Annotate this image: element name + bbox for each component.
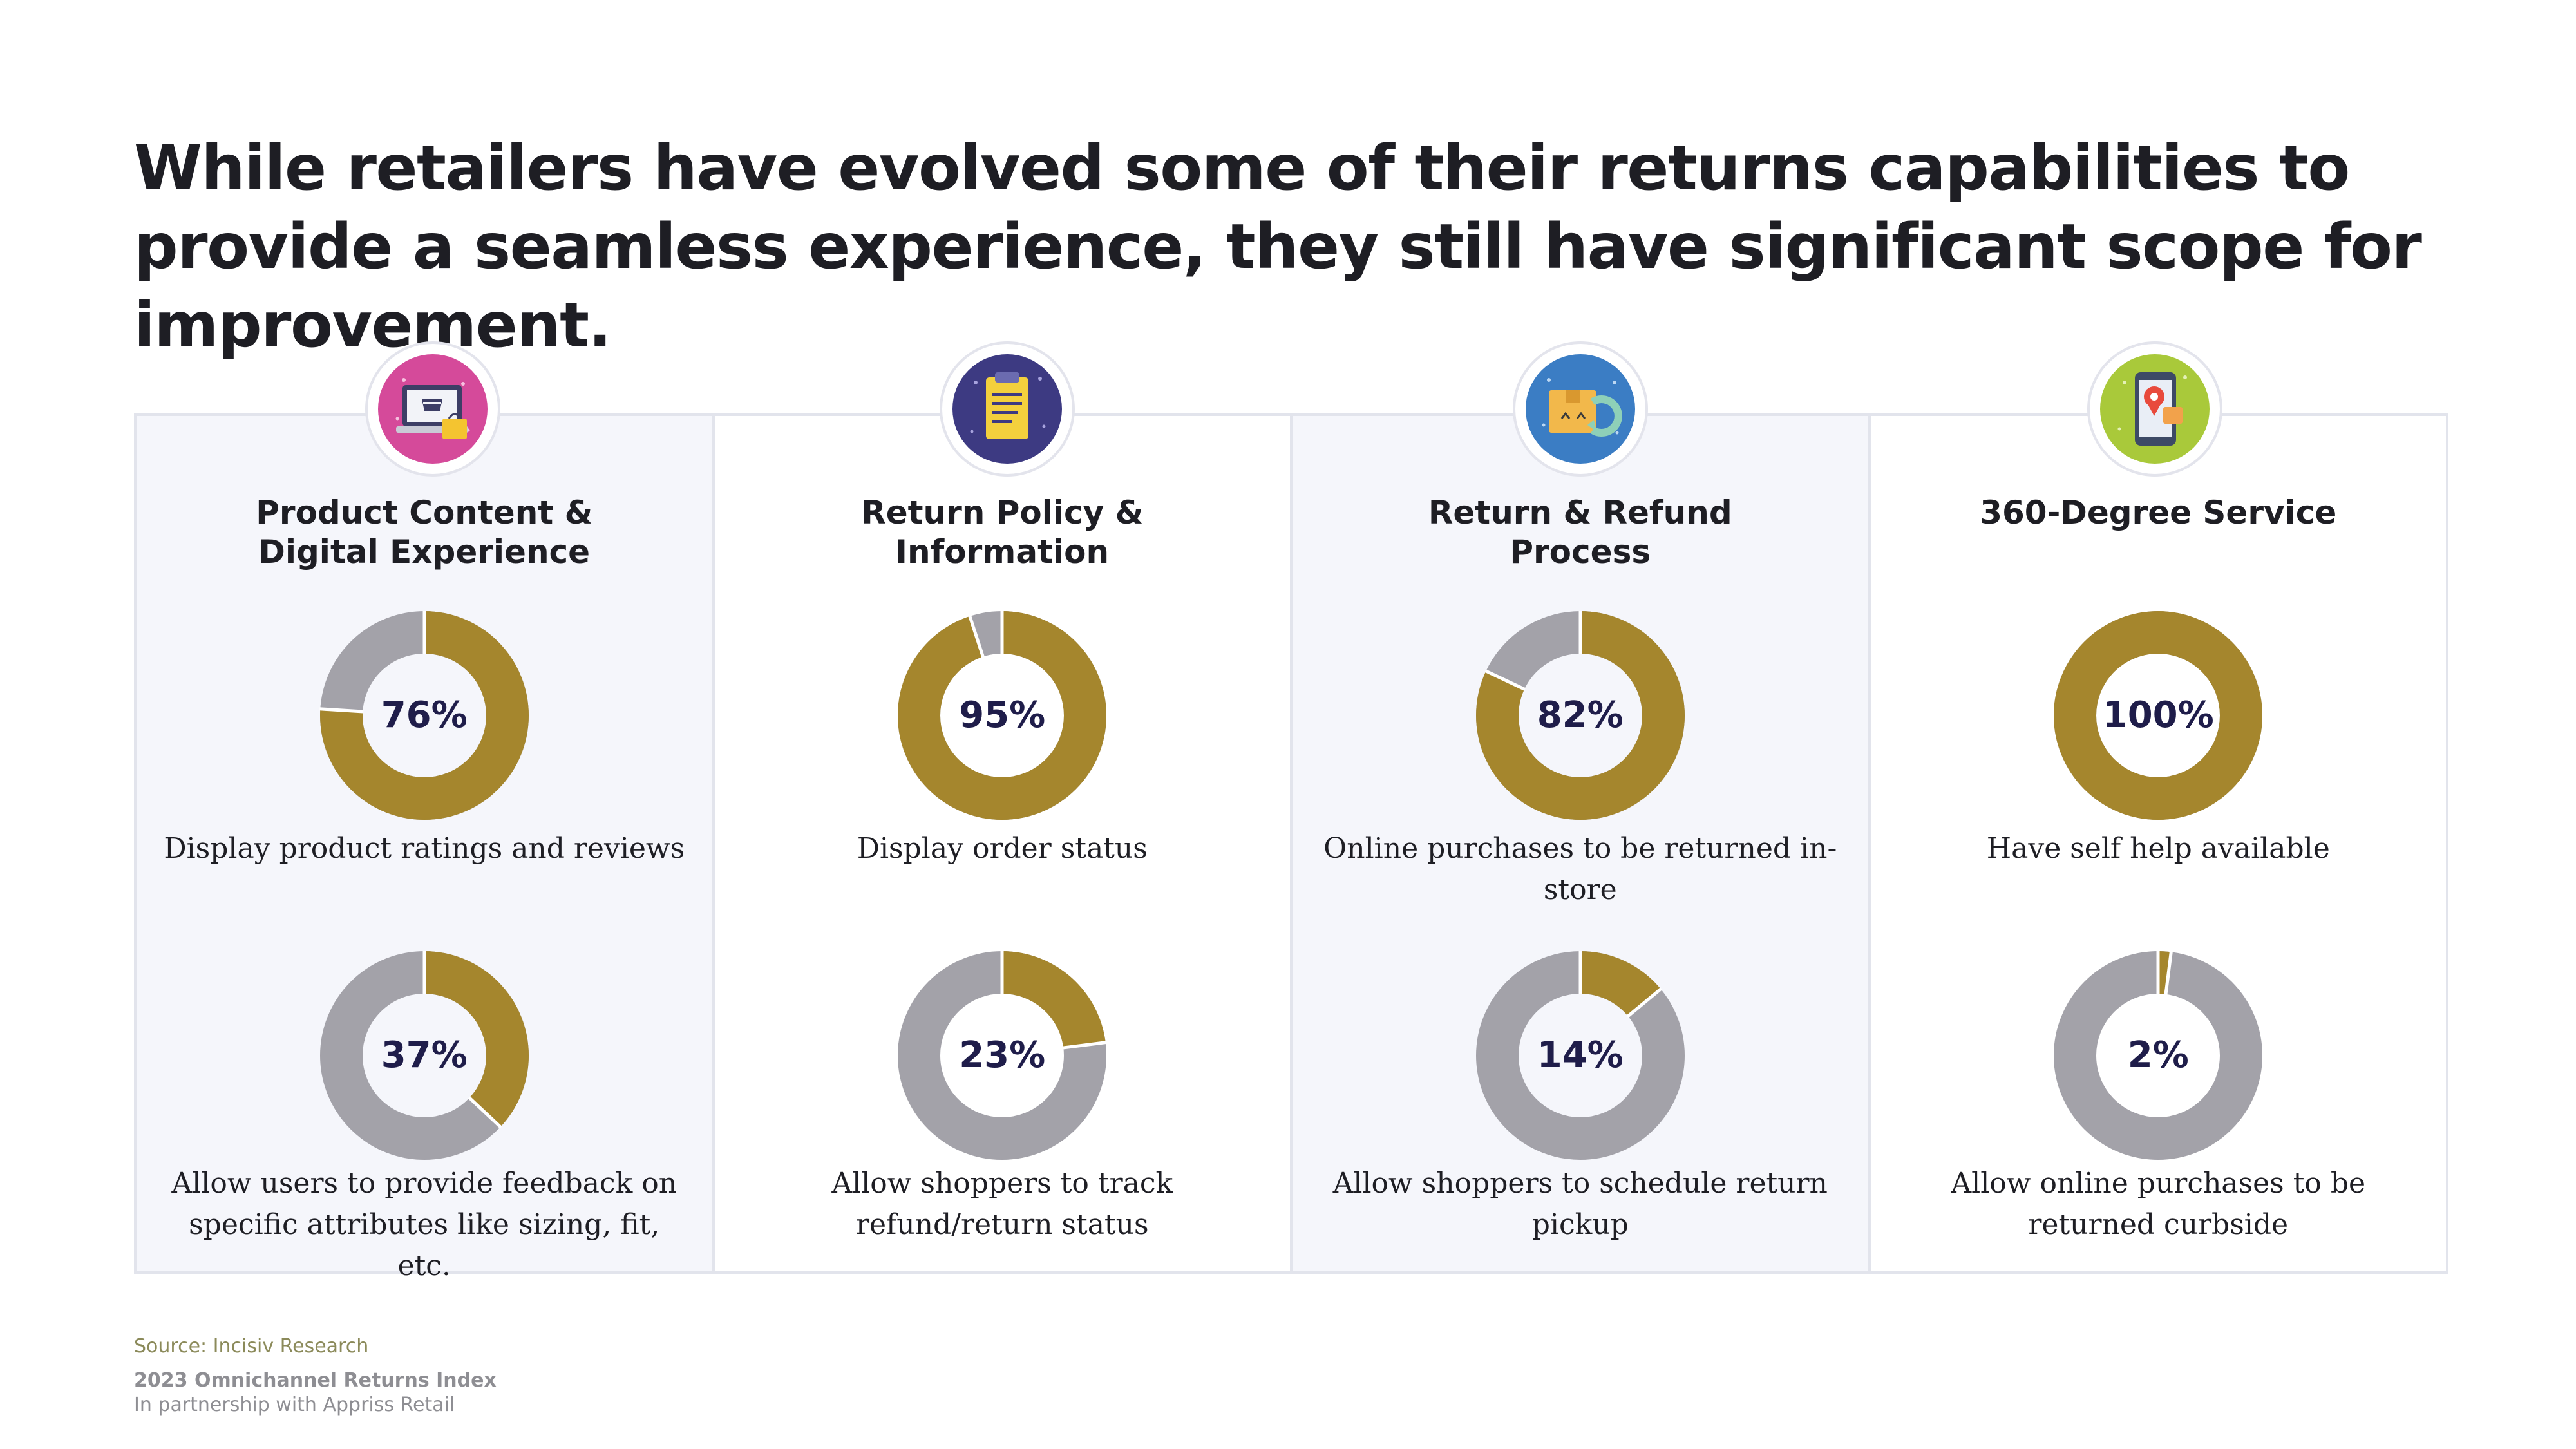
donut-chart: 76%	[318, 609, 531, 822]
donut-svg	[319, 611, 529, 820]
donut-description: Allow users to provide feedback on speci…	[171, 1167, 677, 1282]
donut-svg	[898, 611, 1107, 820]
return-box-icon	[1513, 341, 1648, 477]
percent-label: 37%	[381, 1034, 468, 1076]
percent-label: 2%	[2127, 1034, 2189, 1076]
donut-segment-separator	[1626, 987, 1662, 1018]
column-product-content: Product Content & Digital Experience 76%…	[137, 416, 712, 1282]
column-return-refund: Return & Refund Process 82% Online purch…	[1290, 416, 1868, 1271]
donut-segment-separator	[1063, 1041, 1107, 1050]
donut-svg	[898, 951, 1107, 1160]
percent-label: 100%	[2102, 694, 2214, 736]
donut-segment-separator	[1484, 669, 1526, 691]
donut-description: Display order status	[857, 832, 1148, 865]
donut-description: Allow shoppers to track refund/return st…	[831, 1167, 1173, 1241]
donut-segment-separator	[319, 707, 364, 714]
percent-label: 82%	[1537, 694, 1624, 736]
chart-panel: Product Content & Digital Experience 76%…	[134, 413, 2448, 1282]
percent-label: 23%	[959, 1034, 1046, 1076]
column-title: 360-Degree Service	[1980, 494, 2337, 531]
donut-chart: 82%	[1474, 609, 1687, 822]
donut-svg	[319, 951, 529, 1160]
donut-description: Allow shoppers to schedule return pickup	[1332, 1167, 1828, 1241]
donut-segment-separator	[468, 1096, 502, 1129]
laptop-shopping-icon	[365, 341, 500, 477]
donut-svg	[2054, 951, 2263, 1160]
mobile-location-icon	[2087, 341, 2222, 477]
donut-segment-separator	[2164, 951, 2174, 996]
column-title: Return Policy & Information	[861, 494, 1144, 571]
headline: While retailers have evolved some of the…	[134, 132, 2422, 361]
partnership-note: In partnership with Appriss Retail	[134, 1394, 455, 1416]
donut-chart: 95%	[896, 609, 1108, 822]
percent-label: 95%	[959, 694, 1046, 736]
column-title: Return & Refund Process	[1428, 494, 1732, 571]
column-360-service: 360-Degree Service 100% Have self help a…	[1868, 416, 2446, 1271]
percent-label: 14%	[1537, 1034, 1624, 1076]
report-title: 2023 Omnichannel Returns Index	[134, 1369, 497, 1392]
donut-chart: 100%	[2052, 609, 2264, 822]
column-title: Product Content & Digital Experience	[256, 494, 593, 571]
donut-segment-separator	[968, 615, 985, 658]
donut-svg	[1475, 611, 1685, 820]
donut-description: Have self help available	[1986, 832, 2330, 865]
donut-chart: 2%	[2052, 949, 2264, 1162]
donut-svg	[2054, 611, 2263, 820]
column-return-policy: Return Policy & Information 95% Display …	[712, 416, 1290, 1271]
donut-description: Allow online purchases to be returned cu…	[1951, 1167, 2366, 1241]
donut-chart: 23%	[896, 949, 1108, 1162]
percent-label: 76%	[381, 694, 468, 736]
donut-description: Display product ratings and reviews	[164, 832, 685, 865]
donut-description: Online purchases to be returned in-store	[1323, 832, 1837, 906]
source-note: Source: Incisiv Research	[134, 1335, 369, 1358]
donut-chart: 14%	[1474, 949, 1687, 1162]
donut-svg	[1475, 951, 1685, 1160]
policy-document-icon	[940, 341, 1075, 477]
donut-value-segment	[2054, 611, 2263, 820]
donut-chart: 37%	[318, 949, 531, 1162]
